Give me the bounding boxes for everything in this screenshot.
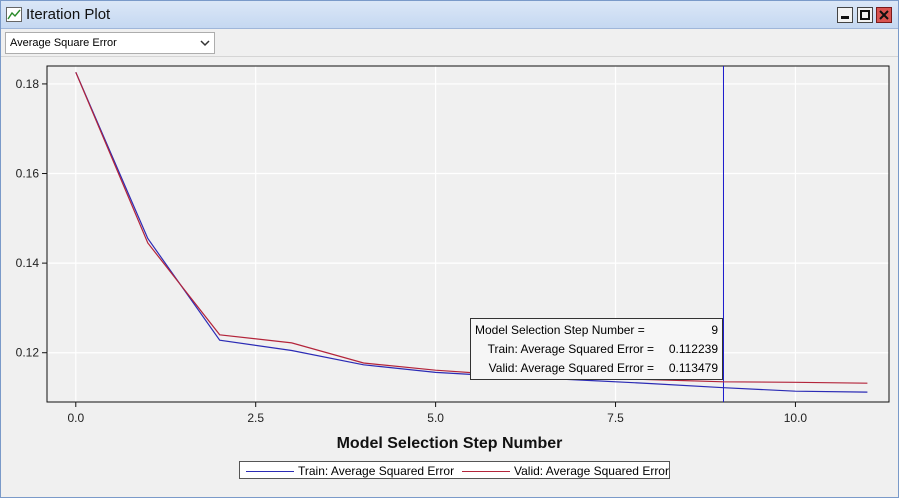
close-button[interactable] — [876, 7, 892, 23]
chevron-down-icon[interactable] — [200, 39, 210, 47]
plot-background — [47, 66, 889, 402]
y-tick-label-0: 0.12 — [16, 346, 40, 360]
tooltip-row-step: Model Selection Step Number = 9 — [475, 323, 718, 341]
tooltip-step-value: 9 — [711, 323, 718, 337]
maximize-icon — [860, 10, 870, 20]
x-tick-label-4: 10.0 — [784, 411, 808, 425]
tooltip-row-valid: Valid: Average Squared Error = 0.113479 — [475, 361, 718, 379]
legend-item-valid: Valid: Average Squared Error — [462, 464, 669, 478]
x-axis-title: Model Selection Step Number — [336, 435, 563, 452]
statistic-select-value: Average Square Error — [10, 37, 117, 49]
x-tick-label-1: 2.5 — [247, 411, 264, 425]
x-tick-label-0: 0.0 — [67, 411, 84, 425]
y-tick-label-3: 0.18 — [16, 77, 40, 91]
legend-label-train: Train: Average Squared Error — [298, 464, 455, 478]
plot-frame — [46, 65, 890, 403]
data-tooltip: Model Selection Step Number = 9 Train: A… — [470, 318, 723, 380]
legend-label-valid: Valid: Average Squared Error — [514, 464, 669, 478]
y-tick-label-1: 0.14 — [16, 256, 40, 270]
legend-item-train: Train: Average Squared Error — [246, 464, 454, 478]
x-tick-label-2: 5.0 — [427, 411, 444, 425]
minimize-button[interactable] — [837, 7, 853, 23]
legend-swatch-train — [246, 471, 294, 473]
tooltip-row-train: Train: Average Squared Error = 0.112239 — [475, 342, 718, 360]
close-icon — [879, 10, 889, 20]
tooltip-valid-label: Valid: Average Squared Error = — [488, 361, 654, 375]
iteration-chart[interactable]: 0.0 2.5 5.0 7.5 10.0 0.12 0.14 0.16 0.18 — [1, 57, 898, 437]
plot-area: 0.0 2.5 5.0 7.5 10.0 0.12 0.14 0.16 0.18 Model S… — [1, 57, 898, 497]
tooltip-valid-value: 0.113479 — [668, 361, 718, 375]
title-bar[interactable]: Iteration Plot — [1, 1, 898, 29]
legend: Train: Average Squared Error Valid: Aver… — [239, 461, 670, 479]
maximize-button[interactable] — [857, 7, 873, 23]
window-title: Iteration Plot — [26, 6, 111, 23]
tooltip-step-label: Model Selection Step Number = — [475, 323, 645, 337]
y-tick-label-2: 0.16 — [16, 167, 40, 181]
tooltip-train-label: Train: Average Squared Error = — [487, 342, 654, 356]
statistic-select[interactable]: Average Square Error — [5, 32, 215, 54]
legend-swatch-valid — [462, 471, 510, 473]
tooltip-train-value: 0.112239 — [668, 342, 718, 356]
minimize-icon — [841, 16, 849, 19]
x-tick-label-3: 7.5 — [607, 411, 624, 425]
line-chart-icon — [6, 7, 22, 22]
toolbar: Average Square Error — [1, 29, 898, 57]
